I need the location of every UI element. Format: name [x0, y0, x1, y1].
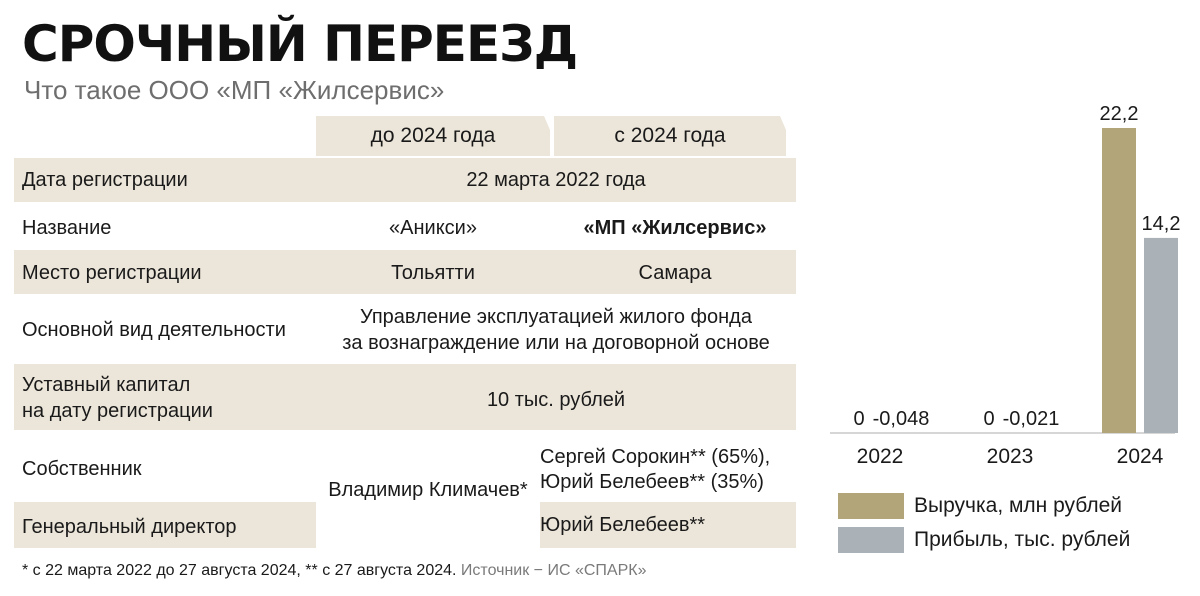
footnote-text: * с 22 марта 2022 до 27 августа 2024, **… — [22, 562, 457, 579]
place-before-value: Тольятти — [391, 262, 475, 284]
data-label-revenue-2022: 0 — [853, 408, 864, 430]
capital-value: 10 тыс. рублей — [486, 389, 626, 411]
row-label-line-1: Уставный капитал — [22, 374, 191, 396]
row-label: Место регистрации — [22, 262, 202, 284]
place-after-value: Самара — [638, 262, 712, 284]
page-title: СРОЧНЫЙ ПЕРЕЕЗД — [22, 15, 578, 73]
row-label: Генеральный директор — [22, 516, 237, 538]
row-activity: Основной вид деятельности Управление экс… — [14, 296, 796, 362]
legend-item-profit: Прибыль, тыс. рублей — [838, 527, 1130, 553]
registration-date-value: 22 марта 2022 года — [466, 169, 646, 191]
legend-item-revenue: Выручка, млн рублей — [838, 493, 1122, 519]
row-label: Собственник — [22, 458, 142, 480]
row-owner: Собственник Сергей Сорокин** (65%), Юрий… — [14, 432, 796, 500]
bar-revenue-2024 — [1102, 128, 1136, 433]
director-after-value: Юрий Белебеев** — [540, 514, 706, 536]
row-registration-place: Место регистрации Тольятти Самара — [14, 250, 796, 294]
owner-after-line-1: Сергей Сорокин** (65%), — [540, 446, 771, 468]
row-label: Название — [22, 217, 112, 239]
page-subtitle: Что такое ООО «МП «Жилсервис» — [24, 75, 445, 105]
data-label-revenue-2023: 0 — [983, 408, 994, 430]
owner-after-line-2: Юрий Белебеев** (35%) — [540, 471, 764, 493]
x-tick-label-2022: 2022 — [857, 445, 904, 468]
legend-label-profit: Прибыль, тыс. рублей — [914, 528, 1131, 551]
row-label: Дата регистрации — [22, 169, 188, 191]
x-tick-label-2024: 2024 — [1117, 445, 1164, 468]
owner-before-value: Владимир Климачев* — [316, 432, 540, 548]
row-registration-date: Дата регистрации 22 марта 2022 года — [14, 158, 796, 202]
row-capital: Уставный капитал на дату регистрации 10 … — [14, 364, 796, 430]
row-name: Название «Аникси» «МП «Жилсервис» — [14, 204, 796, 248]
name-before-value: «Аникси» — [389, 217, 477, 239]
row-label: Основной вид деятельности — [22, 319, 286, 341]
bar-chart: 0 -0,048 2022 0 -0,021 2023 22,2 14,2 2024 — [830, 103, 1180, 468]
activity-line-2: за вознаграждение или на договорной осно… — [342, 332, 770, 354]
data-label-profit-2022: -0,048 — [873, 408, 930, 430]
footnote: * с 22 марта 2022 до 27 августа 2024, **… — [22, 562, 646, 580]
column-header-before: до 2024 года — [316, 116, 550, 156]
name-after-value: «МП «Жилсервис» — [583, 217, 767, 239]
column-header-after: с 2024 года — [554, 116, 786, 156]
source-text: Источник − ИС «СПАРК» — [460, 562, 647, 579]
activity-line-1: Управление эксплуатацией жилого фонда — [360, 306, 752, 328]
data-label-profit-2024: 14,2 — [1142, 213, 1180, 235]
legend-label-revenue: Выручка, млн рублей — [914, 494, 1123, 517]
legend-swatch-profit — [838, 527, 904, 553]
bar-profit-2024 — [1144, 237, 1178, 433]
legend-swatch-revenue — [838, 493, 904, 519]
data-label-profit-2023: -0,021 — [1003, 408, 1060, 430]
data-label-revenue-2024: 22,2 — [1100, 103, 1139, 125]
row-label-line-2: на дату регистрации — [22, 400, 213, 422]
x-tick-label-2023: 2023 — [987, 445, 1034, 468]
